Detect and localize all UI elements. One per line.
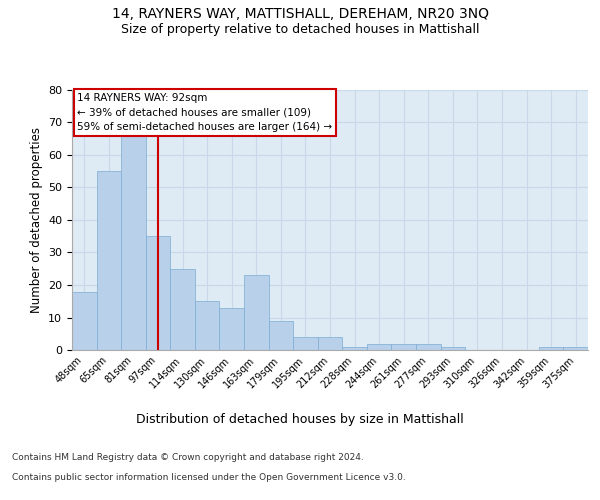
Bar	[97, 171, 121, 350]
Bar	[121, 136, 146, 350]
Text: Distribution of detached houses by size in Mattishall: Distribution of detached houses by size …	[136, 412, 464, 426]
Bar	[318, 337, 342, 350]
Bar	[440, 347, 465, 350]
Text: Contains public sector information licensed under the Open Government Licence v3: Contains public sector information licen…	[12, 472, 406, 482]
Y-axis label: Number of detached properties: Number of detached properties	[29, 127, 43, 313]
Bar	[563, 347, 588, 350]
Bar	[195, 301, 220, 350]
Bar	[220, 308, 244, 350]
Bar	[416, 344, 440, 350]
Text: Size of property relative to detached houses in Mattishall: Size of property relative to detached ho…	[121, 22, 479, 36]
Text: 14, RAYNERS WAY, MATTISHALL, DEREHAM, NR20 3NQ: 14, RAYNERS WAY, MATTISHALL, DEREHAM, NR…	[112, 8, 488, 22]
Bar	[244, 275, 269, 350]
Bar	[539, 347, 563, 350]
Bar	[293, 337, 318, 350]
Bar	[72, 292, 97, 350]
Bar	[342, 347, 367, 350]
Bar	[170, 268, 195, 350]
Bar	[269, 321, 293, 350]
Bar	[367, 344, 391, 350]
Bar	[146, 236, 170, 350]
Text: Contains HM Land Registry data © Crown copyright and database right 2024.: Contains HM Land Registry data © Crown c…	[12, 452, 364, 462]
Bar	[391, 344, 416, 350]
Text: 14 RAYNERS WAY: 92sqm
← 39% of detached houses are smaller (109)
59% of semi-det: 14 RAYNERS WAY: 92sqm ← 39% of detached …	[77, 92, 332, 132]
